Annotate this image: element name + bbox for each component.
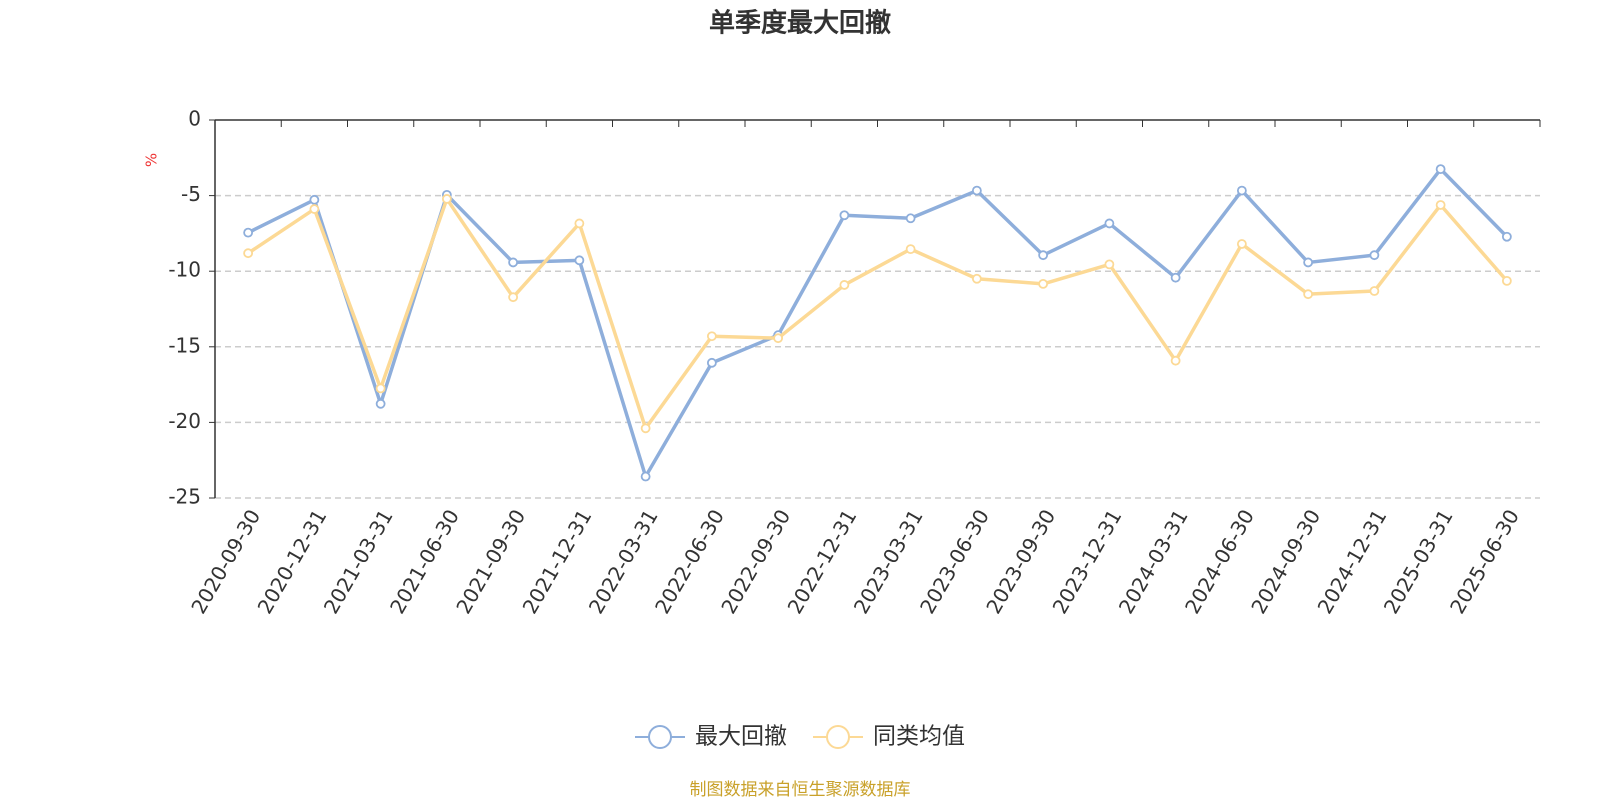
x-tick-label: 2022-12-31 xyxy=(783,505,862,618)
data-point xyxy=(1038,279,1049,289)
data-point xyxy=(839,280,850,290)
data-point xyxy=(574,255,585,266)
x-tick-label: 2023-03-31 xyxy=(849,505,928,618)
data-point xyxy=(905,244,916,255)
x-tick-label: 2021-12-31 xyxy=(518,505,597,618)
data-point xyxy=(971,185,982,196)
data-point xyxy=(508,292,519,303)
data-point xyxy=(1170,272,1181,283)
chart-title: 单季度最大回撤 xyxy=(709,8,891,39)
x-tick-label: 2024-12-31 xyxy=(1313,505,1392,618)
x-tick-label: 2022-09-30 xyxy=(716,505,795,618)
data-point xyxy=(243,227,254,238)
data-point xyxy=(309,204,320,214)
data-point xyxy=(1435,200,1446,210)
source-note: 制图数据来自恒生聚源数据库 xyxy=(690,780,911,800)
x-tick-label: 2022-03-31 xyxy=(584,505,663,618)
data-point xyxy=(905,213,916,224)
data-point xyxy=(1369,250,1380,261)
x-tick-label: 2023-09-30 xyxy=(981,505,1060,618)
data-point xyxy=(706,331,717,342)
data-point xyxy=(1303,257,1314,268)
y-tick-label: -10 xyxy=(168,258,201,282)
x-tick-label: 2024-03-31 xyxy=(1114,505,1193,618)
x-tick-label: 2023-12-31 xyxy=(1048,505,1127,618)
data-point xyxy=(243,248,254,259)
data-point xyxy=(1170,355,1181,366)
x-tick-label: 2024-06-30 xyxy=(1180,505,1259,618)
x-tick-label: 2025-03-31 xyxy=(1379,505,1458,618)
legend-label: 最大回撤 xyxy=(695,724,787,750)
data-point xyxy=(1038,250,1049,261)
y-axis-label: % xyxy=(143,153,161,167)
x-tick-label: 2021-09-30 xyxy=(451,505,530,618)
data-point xyxy=(1435,164,1446,175)
x-tick-label: 2022-06-30 xyxy=(650,505,729,618)
data-point xyxy=(839,210,850,221)
data-point xyxy=(375,383,386,394)
data-point xyxy=(1369,286,1380,296)
data-point xyxy=(1104,218,1115,229)
data-point xyxy=(309,194,320,205)
data-point xyxy=(1303,289,1314,300)
series-line xyxy=(247,167,1509,479)
x-tick-label: 2021-06-30 xyxy=(385,505,464,618)
x-tick-label: 2020-09-30 xyxy=(186,505,265,618)
data-point xyxy=(1501,231,1512,242)
series-line xyxy=(247,197,1509,431)
y-tick-label: -5 xyxy=(181,182,201,206)
data-point xyxy=(1236,185,1247,196)
data-point xyxy=(971,273,982,284)
data-point xyxy=(640,471,651,482)
x-tick-label: 2024-09-30 xyxy=(1246,505,1325,618)
data-point xyxy=(706,357,717,368)
y-tick-label: -15 xyxy=(168,333,201,357)
data-point xyxy=(375,398,386,409)
data-point xyxy=(441,194,452,204)
y-tick-label: 0 xyxy=(188,107,201,131)
x-tick-label: 2023-06-30 xyxy=(915,505,994,618)
data-point xyxy=(1236,239,1247,249)
data-point xyxy=(640,423,651,434)
legend-label: 同类均值 xyxy=(873,724,965,750)
legend-marker xyxy=(648,725,672,749)
x-tick-label: 2020-12-31 xyxy=(253,505,332,618)
x-tick-label: 2025-06-30 xyxy=(1445,505,1524,618)
y-tick-label: -20 xyxy=(168,409,201,433)
y-tick-label: -25 xyxy=(168,485,201,509)
data-point xyxy=(1501,275,1512,286)
x-tick-label: 2021-03-31 xyxy=(319,505,398,618)
data-point xyxy=(508,257,519,268)
data-point xyxy=(773,333,784,344)
legend-marker xyxy=(826,725,850,749)
data-point xyxy=(1104,259,1115,270)
data-point xyxy=(574,218,585,229)
